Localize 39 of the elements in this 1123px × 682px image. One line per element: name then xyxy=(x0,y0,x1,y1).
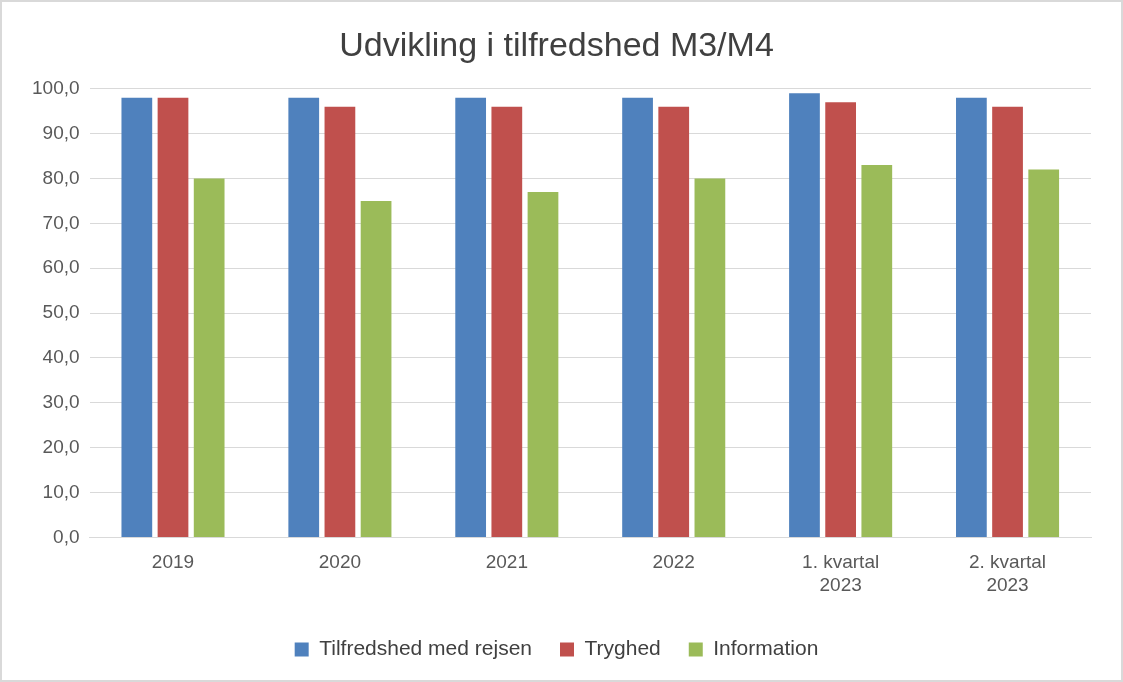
bar xyxy=(1028,169,1060,537)
chart-title: Udvikling i tilfredshed M3/M4 xyxy=(339,24,774,63)
x-tick-label: 2. kvartal 2023 xyxy=(969,551,1047,595)
x-tick-label: 2022 xyxy=(652,551,695,573)
x-tick-label: 1. kvartal 2023 xyxy=(802,551,880,595)
bar xyxy=(861,165,893,537)
bar xyxy=(157,97,189,537)
y-tick-label: 70,0 xyxy=(42,211,80,233)
x-tick-label: 2021 xyxy=(485,551,528,573)
y-tick-label: 60,0 xyxy=(42,256,80,278)
bar xyxy=(360,200,392,537)
bar xyxy=(825,102,857,537)
bar xyxy=(956,97,987,537)
bar xyxy=(992,106,1023,537)
legend-label: Tryghed xyxy=(584,636,661,660)
bar xyxy=(658,106,690,537)
y-tick-label: 90,0 xyxy=(42,121,80,143)
y-tick-label: 100,0 xyxy=(32,77,80,99)
y-tick-label: 20,0 xyxy=(42,435,80,457)
bar xyxy=(789,93,820,537)
y-tick-label: 10,0 xyxy=(42,480,80,502)
y-tick-label: 0,0 xyxy=(53,525,80,547)
bar xyxy=(455,97,487,537)
bar xyxy=(288,97,320,537)
bar xyxy=(622,97,653,537)
y-tick-label: 80,0 xyxy=(42,166,80,188)
bar xyxy=(324,106,356,537)
bar xyxy=(527,191,559,537)
x-tick-label: 2019 xyxy=(151,551,195,573)
bar xyxy=(491,106,523,537)
legend-label: Tilfredshed med rejsen xyxy=(319,636,533,660)
bar xyxy=(694,178,726,537)
y-tick-label: 30,0 xyxy=(42,391,80,413)
bar xyxy=(121,97,153,537)
x-tick-label: 2020 xyxy=(318,551,362,573)
bar xyxy=(193,178,225,537)
y-tick-label: 50,0 xyxy=(42,301,80,323)
y-tick-label: 40,0 xyxy=(42,346,80,368)
legend-label: Information xyxy=(713,636,819,660)
